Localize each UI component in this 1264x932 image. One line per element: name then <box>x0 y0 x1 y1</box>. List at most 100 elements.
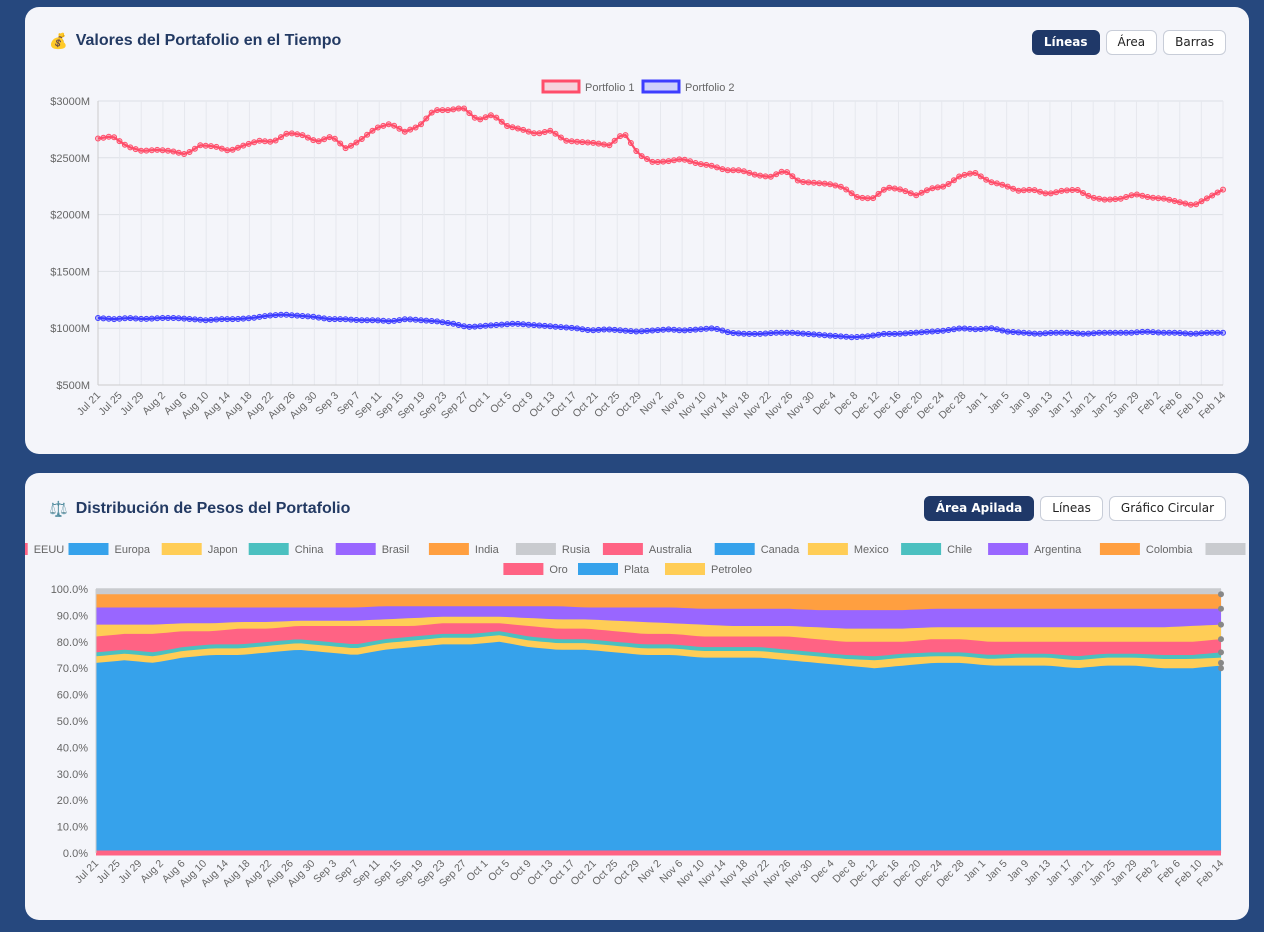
data-point <box>251 139 258 146</box>
data-point <box>1058 329 1065 336</box>
data-point <box>396 125 403 132</box>
data-point <box>654 327 661 334</box>
end-marker <box>1218 649 1224 656</box>
data-point <box>337 140 344 147</box>
data-point <box>875 190 882 197</box>
data-point <box>1069 187 1076 193</box>
data-point <box>1004 328 1011 335</box>
data-point <box>267 312 274 319</box>
data-point <box>132 315 139 322</box>
data-point <box>676 327 683 334</box>
end-marker <box>1218 621 1224 628</box>
y-tick-label: 30.0% <box>57 769 88 781</box>
legend-label: Japon <box>208 544 238 556</box>
data-point <box>649 327 656 334</box>
data-point <box>143 315 150 322</box>
lines-button[interactable]: Líneas <box>1040 496 1103 521</box>
data-point <box>880 186 887 193</box>
legend-swatch <box>1099 543 1140 555</box>
stacked-area-band <box>96 606 1221 629</box>
legend-label: Brasil <box>382 544 410 556</box>
data-point <box>1069 330 1076 336</box>
data-point <box>692 326 699 333</box>
data-point <box>444 320 451 326</box>
stacked-area-band <box>96 616 1221 642</box>
data-point <box>1031 330 1038 337</box>
data-point <box>191 316 198 323</box>
lines-button[interactable]: Líneas <box>1031 30 1100 55</box>
data-point <box>288 312 295 319</box>
data-point <box>256 313 263 320</box>
data-point <box>498 118 505 125</box>
balance-scale-icon: ⚖️ <box>49 501 68 518</box>
data-point <box>967 325 973 332</box>
stacked-area-button[interactable]: Área Apilada <box>923 496 1035 521</box>
data-point <box>810 331 817 338</box>
data-point <box>1155 329 1162 336</box>
data-point <box>843 186 850 193</box>
data-point <box>950 326 957 333</box>
x-tick-label: Feb 2 <box>1136 390 1164 418</box>
data-point <box>660 326 667 333</box>
data-point <box>434 107 441 114</box>
y-tick-label: 90.0% <box>57 610 88 622</box>
data-point <box>326 316 333 323</box>
data-point <box>1080 330 1086 337</box>
data-point <box>509 320 516 327</box>
data-point <box>186 316 193 322</box>
legend-label: EEUU <box>34 544 65 556</box>
data-point <box>358 317 365 324</box>
pie-chart-button[interactable]: Gráfico Circular <box>1108 496 1226 521</box>
data-point <box>697 161 704 168</box>
data-point <box>202 142 209 149</box>
data-point <box>1074 187 1081 193</box>
data-point <box>773 171 780 178</box>
data-point <box>310 313 317 320</box>
data-point <box>687 327 694 333</box>
data-point <box>913 329 920 336</box>
data-point <box>907 330 914 336</box>
data-point <box>121 141 128 148</box>
legend-label: Australia <box>649 544 693 556</box>
x-tick-label: Sep 3 <box>311 858 339 886</box>
data-point <box>1203 195 1210 202</box>
data-point <box>595 140 602 147</box>
data-point <box>407 126 414 133</box>
legend-swatch <box>641 79 681 94</box>
data-point <box>412 124 419 131</box>
data-point <box>272 137 279 144</box>
data-point <box>105 315 112 322</box>
portfolio-weights-chart[interactable]: EEUU Europa Japon China Brasil India Rusia Aust… <box>25 473 1249 920</box>
data-point <box>466 323 473 330</box>
area-button[interactable]: Área <box>1105 30 1158 55</box>
data-point <box>455 105 462 112</box>
data-point <box>697 326 704 333</box>
data-point <box>202 317 209 324</box>
data-point <box>401 128 408 135</box>
x-tick-label: Jul 25 <box>94 858 122 886</box>
data-point <box>380 317 387 324</box>
data-point <box>321 315 328 322</box>
data-point <box>800 330 807 337</box>
data-point <box>1220 329 1226 336</box>
data-point <box>767 173 774 180</box>
data-point <box>471 323 478 330</box>
data-point <box>654 159 661 165</box>
data-point <box>746 169 753 176</box>
bars-button[interactable]: Barras <box>1163 30 1226 55</box>
data-point <box>907 190 914 197</box>
data-point <box>977 173 984 180</box>
data-point <box>719 166 726 173</box>
data-point <box>870 195 877 202</box>
data-point <box>304 313 311 320</box>
data-point <box>401 316 408 323</box>
data-point <box>342 145 349 152</box>
data-point <box>369 317 376 324</box>
data-point <box>471 114 478 121</box>
data-point <box>520 321 527 328</box>
data-point <box>299 132 306 139</box>
data-point <box>676 156 683 163</box>
data-point <box>105 133 112 140</box>
x-tick-label: Sep 3 <box>313 390 341 418</box>
